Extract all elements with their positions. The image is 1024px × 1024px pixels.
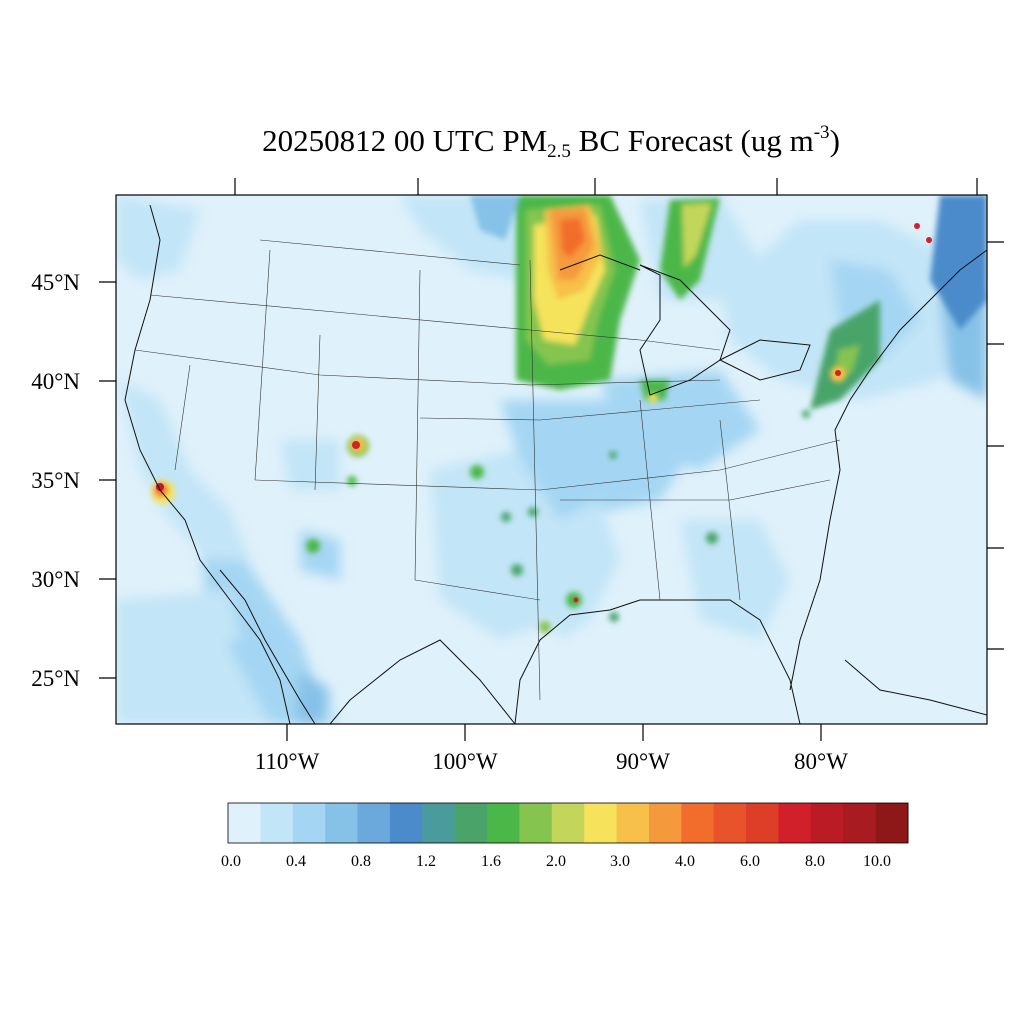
colorbar-swatch xyxy=(616,803,650,843)
colorbar-swatch xyxy=(357,803,391,843)
colorbar-label: 3.0 xyxy=(610,853,630,870)
coastline xyxy=(124,204,987,724)
lon-label: 110°W xyxy=(255,749,320,774)
colorbar-swatch xyxy=(681,803,715,843)
map-title: 20250812 00 UTC PM2.5 BC Forecast (ug m-… xyxy=(0,122,1024,163)
colorbar-swatch xyxy=(746,803,779,843)
colorbar-label: 6.0 xyxy=(740,853,760,870)
lon-label: 80°W xyxy=(794,749,848,774)
concentration-field xyxy=(116,195,987,724)
title-close: ) xyxy=(829,123,840,158)
colorbar-label: 10.0 xyxy=(863,853,891,870)
hotspots xyxy=(151,223,932,633)
title-time: 00 UTC xyxy=(393,123,495,158)
lon-label: 100°W xyxy=(432,749,498,774)
lat-label: 35°N xyxy=(31,468,80,493)
colorbar-swatch xyxy=(422,803,456,843)
colorbar-swatch xyxy=(228,803,261,843)
colorbar-label: 8.0 xyxy=(805,853,825,870)
colorbar-swatch xyxy=(292,803,326,843)
colorbar-labels: 0.0 0.4 0.8 1.2 1.6 2.0 3.0 4.0 6.0 8.0 … xyxy=(221,853,891,870)
low-concentration-regions xyxy=(116,195,987,724)
latitude-labels: 45°N 40°N 35°N 30°N 25°N xyxy=(31,270,80,691)
colorbar-swatch xyxy=(584,803,618,843)
colorbar-frame xyxy=(227,802,909,844)
tick-marks xyxy=(99,178,1004,741)
colorbar-label: 2.0 xyxy=(546,853,566,870)
colorbar-swatch xyxy=(389,803,423,843)
title-species: PM xyxy=(502,123,548,158)
colorbar-label: 1.6 xyxy=(481,853,501,870)
colorbar-swatch xyxy=(487,803,520,843)
colorbar-label: 0.8 xyxy=(351,853,371,870)
map-frame xyxy=(115,194,988,725)
colorbar-label: 0.0 xyxy=(221,853,241,870)
colorbar-swatch xyxy=(778,803,812,843)
colorbar-swatches xyxy=(228,803,909,843)
colorbar-label: 4.0 xyxy=(675,853,695,870)
lon-label: 90°W xyxy=(616,749,670,774)
title-species-suffix: BC Forecast (ug m xyxy=(570,123,814,158)
smoke-plumes xyxy=(470,195,987,410)
colorbar-swatch xyxy=(260,803,294,843)
colorbar-swatch xyxy=(551,803,585,843)
lat-label: 30°N xyxy=(31,567,80,592)
colorbar-swatch xyxy=(454,803,488,843)
colorbar-label: 0.4 xyxy=(286,853,306,870)
colorbar-swatch xyxy=(875,803,909,843)
colorbar: 0.0 0.4 0.8 1.2 1.6 2.0 3.0 4.0 6.0 8.0 … xyxy=(221,802,909,870)
state-borders xyxy=(134,239,841,701)
colorbar-swatch xyxy=(325,803,359,843)
colorbar-swatch xyxy=(810,803,844,843)
title-unit-exponent: -3 xyxy=(813,122,830,143)
lat-label: 25°N xyxy=(31,666,80,691)
colorbar-swatch xyxy=(713,803,747,843)
title-date: 20250812 xyxy=(262,123,387,158)
colorbar-swatch xyxy=(843,803,877,843)
lat-label: 40°N xyxy=(31,369,80,394)
colorbar-label: 1.2 xyxy=(416,853,436,870)
colorbar-swatch xyxy=(519,803,553,843)
lat-label: 45°N xyxy=(31,270,80,295)
colorbar-swatch xyxy=(648,803,682,843)
longitude-labels: 110°W 100°W 90°W 80°W xyxy=(255,749,849,774)
title-species-subscript: 2.5 xyxy=(547,141,571,162)
